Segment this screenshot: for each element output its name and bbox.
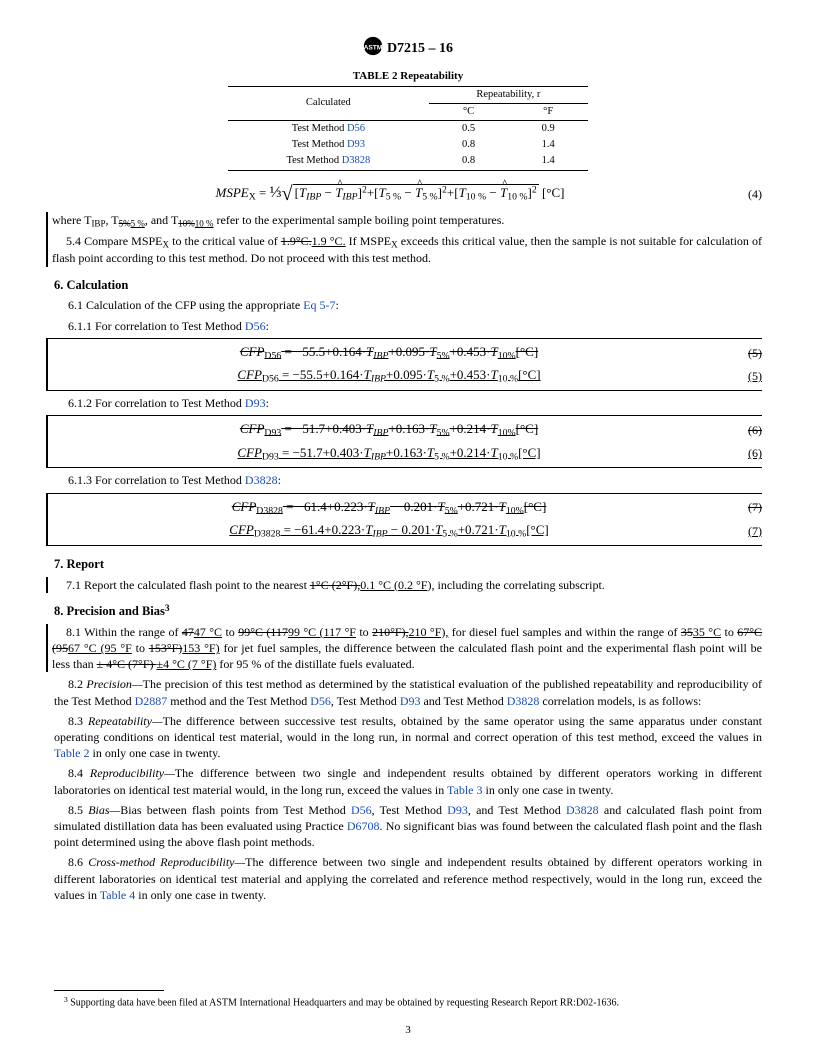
para-7-1: 7.1 Report the calculated flash point to… (48, 577, 762, 593)
method-link[interactable]: D3828 (507, 694, 540, 708)
table-link[interactable]: Table 3 (447, 783, 482, 797)
footnote-separator (54, 990, 164, 991)
heading-6: 6. Calculation (54, 277, 762, 294)
table-row: Test Method D56 0.5 0.9 (228, 121, 588, 138)
eq-num-4: (4) (726, 186, 762, 202)
para-8-4: 8.4 Reproducibility—The difference betwe… (54, 765, 762, 797)
para-6-1-2: 6.1.2 For correlation to Test Method D93… (54, 395, 762, 411)
equation-6-old: CFPD93 = −51.7+0.403·TIBP+0.163·T5%+0.21… (48, 420, 762, 440)
eq-link[interactable]: Eq 5-7 (303, 298, 335, 312)
heading-7: 7. Report (54, 556, 762, 573)
method-link[interactable]: D6708 (347, 819, 380, 833)
equation-6-new: CFPD93 = −51.7+0.403·TIBP+0.163·T5 %+0.2… (48, 444, 762, 464)
page-header: ASTM D7215 – 16 (54, 36, 762, 59)
method-link[interactable]: D56 (351, 803, 372, 817)
svg-text:ASTM: ASTM (364, 44, 383, 51)
heading-8: 8. Precision and Bias3 (54, 603, 762, 620)
table2: Calculated Repeatability, r °C °F Test M… (228, 86, 588, 171)
equation-7-old: CFPD3828 = −61.4+0.223·TIBP − 0.201·T5%+… (48, 498, 762, 518)
equation-4: MSPEX = ⅓√[TIBP − TIBP]2+[T5 % − T5 %]2+… (54, 181, 762, 208)
method-link[interactable]: D93 (347, 139, 365, 150)
equation-5-new: CFPD56 = −55.5+0.164·TIBP+0.095·T5 %+0.4… (48, 366, 762, 386)
table-row: Test Method D93 0.8 1.4 (228, 137, 588, 153)
method-link[interactable]: D3828 (342, 155, 371, 166)
method-link[interactable]: D56 (310, 694, 331, 708)
method-link[interactable]: D56 (245, 319, 266, 333)
method-link[interactable]: D3828 (245, 473, 278, 487)
table-link[interactable]: Table 4 (100, 888, 135, 902)
col-calc: Calculated (228, 86, 429, 120)
para-5-4: 5.4 Compare MSPEX to the critical value … (48, 233, 762, 267)
method-link[interactable]: D56 (347, 123, 365, 134)
equation-7-new: CFPD3828 = −61.4+0.223·TIBP − 0.201·T5 %… (48, 521, 762, 541)
table-link[interactable]: Table 2 (54, 746, 89, 760)
method-link[interactable]: D3828 (566, 803, 599, 817)
para-6-1: 6.1 Calculation of the CFP using the app… (54, 297, 762, 313)
footnote-3: 3 Supporting data have been filed at AST… (54, 995, 762, 1010)
astm-logo-icon: ASTM (363, 36, 383, 56)
para-where: where TIBP, T5%5 %, and T10%10 % refer t… (48, 212, 762, 229)
method-link[interactable]: D93 (400, 694, 421, 708)
col-rep: Repeatability, r (429, 86, 588, 103)
method-link[interactable]: D2887 (135, 694, 168, 708)
para-8-2: 8.2 Precision—The precision of this test… (54, 676, 762, 708)
method-link[interactable]: D93 (447, 803, 468, 817)
para-8-3: 8.3 Repeatability—The difference between… (54, 713, 762, 762)
para-6-1-1: 6.1.1 For correlation to Test Method D56… (54, 318, 762, 334)
equation-5-old: CFPD56 = −55.5+0.164·TIBP+0.095·T5%+0.45… (48, 343, 762, 363)
para-6-1-3: 6.1.3 For correlation to Test Method D38… (54, 472, 762, 488)
para-8-1: 8.1 Within the range of 4747 °C to 99°C … (48, 624, 762, 673)
table2-caption: TABLE 2 Repeatability (54, 69, 762, 84)
method-link[interactable]: D93 (245, 396, 266, 410)
col-c: °C (429, 103, 509, 120)
col-f: °F (508, 103, 588, 120)
para-8-6: 8.6 Cross-method Reproducibility—The dif… (54, 854, 762, 903)
table-row: Test Method D3828 0.8 1.4 (228, 153, 588, 170)
page-number: 3 (0, 1023, 816, 1038)
doc-id: D7215 – 16 (387, 41, 453, 56)
para-8-5: 8.5 Bias—Bias between flash points from … (54, 802, 762, 851)
